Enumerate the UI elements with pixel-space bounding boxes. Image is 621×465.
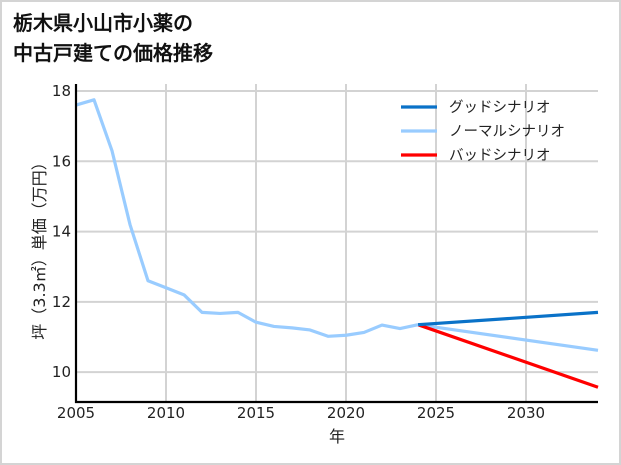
normal-scenario-line: [417, 323, 599, 352]
chart-title-line-2: 中古戸建ての価格推移: [13, 41, 213, 65]
legend-label: ノーマルシナリオ: [449, 124, 565, 140]
x-tick-label: 2025: [417, 404, 455, 422]
tick-labels: 2005 2010 2015 2020 2025 2030 10 12 14 16 18: [52, 82, 545, 422]
historical-line: [75, 98, 419, 338]
y-tick-label: 10: [52, 363, 71, 381]
legend-label: バッドシナリオ: [449, 148, 551, 164]
y-tick-label: 18: [52, 82, 71, 100]
legend-label: グッドシナリオ: [449, 99, 551, 116]
x-tick-label: 2005: [57, 404, 95, 422]
x-tick-label: 2015: [237, 404, 275, 422]
x-tick-label: 2010: [147, 404, 185, 422]
good-scenario-line: [417, 310, 599, 327]
y-tick-label: 16: [52, 152, 71, 170]
data-series: [75, 98, 599, 389]
y-tick-label: 12: [52, 293, 71, 311]
y-tick-label: 14: [52, 223, 71, 241]
x-tick-label: 2030: [507, 404, 545, 422]
chart-title-line-1: 栃木県小山市小薬の: [13, 11, 193, 35]
y-axis-label: 坪（3.3㎡）単価（万円）: [30, 154, 49, 339]
bad-scenario-line: [417, 323, 599, 389]
x-axis-label: 年: [329, 427, 345, 446]
x-tick-label: 2020: [327, 404, 365, 422]
axes: [74, 84, 598, 404]
grid-lines: [76, 84, 598, 402]
chart-title: 栃木県小山市小薬の 中古戸建ての価格推移: [13, 8, 213, 68]
